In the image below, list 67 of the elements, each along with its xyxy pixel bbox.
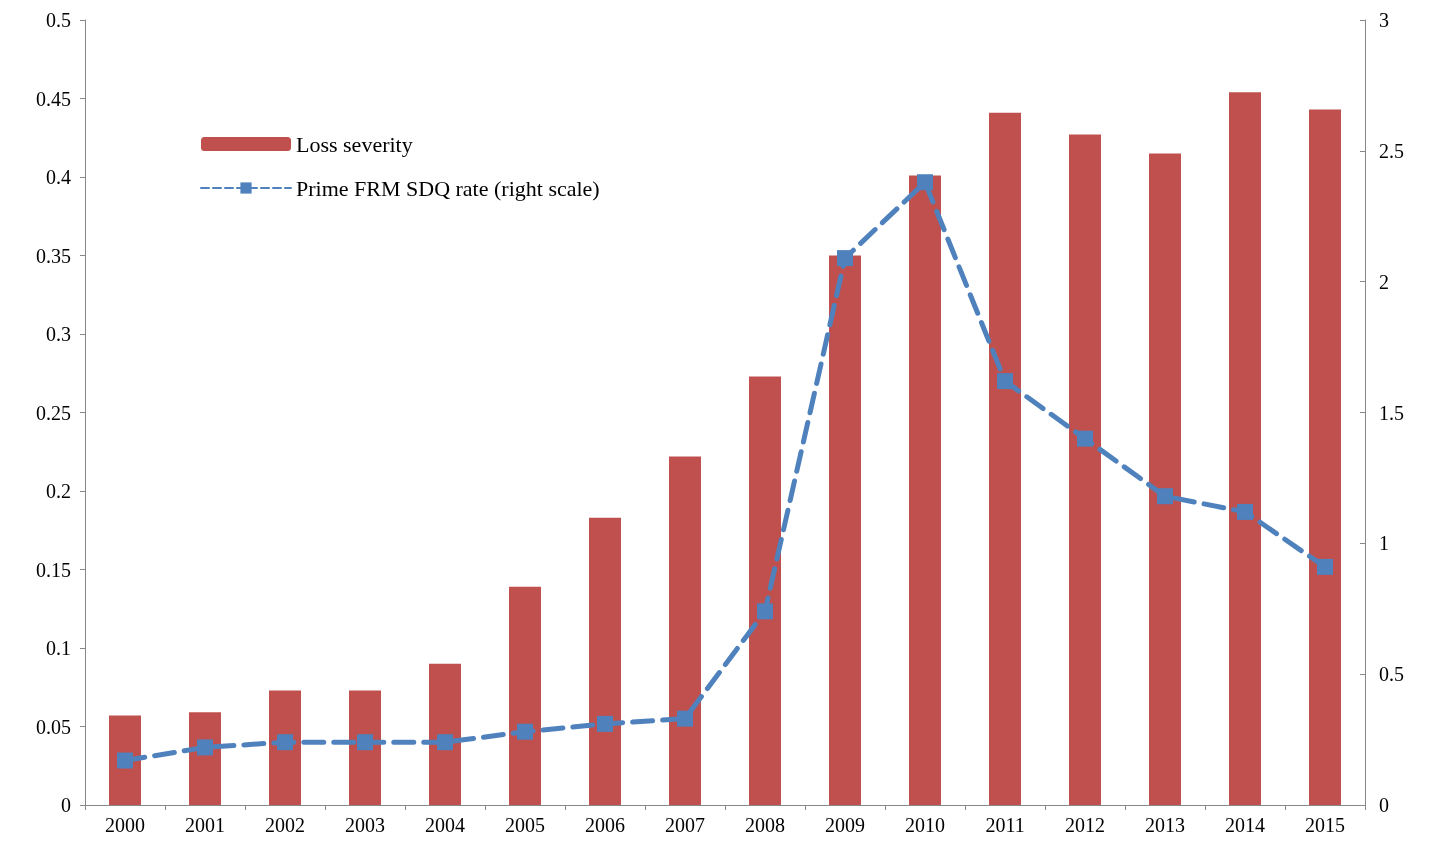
y2-tick-label: 0 <box>1379 794 1389 816</box>
x-tick-label: 2010 <box>905 814 945 836</box>
point <box>1317 558 1333 575</box>
x-tick-label: 2015 <box>1305 814 1345 836</box>
y-tick-label: 0.35 <box>36 244 71 267</box>
x-tick-label: 2007 <box>665 814 705 836</box>
y-tick-label: 0.3 <box>46 323 71 345</box>
y2-tick-label: 1.5 <box>1379 401 1404 424</box>
y-tick-label: 0 <box>61 794 71 816</box>
y2-tick-label: 3 <box>1379 9 1389 31</box>
point <box>117 752 133 769</box>
x-tick-label: 2001 <box>185 814 225 836</box>
point <box>837 250 853 267</box>
bar <box>349 690 381 805</box>
bar <box>109 715 141 805</box>
point <box>437 734 453 751</box>
bar <box>669 456 701 805</box>
y2-tick-label: 0.5 <box>1379 663 1404 686</box>
point <box>1077 430 1093 447</box>
y-tick-label: 0.4 <box>46 166 71 188</box>
point <box>277 734 293 751</box>
x-tick-label: 2012 <box>1065 814 1105 836</box>
point <box>597 715 613 732</box>
bar <box>1309 109 1341 805</box>
point <box>197 739 213 756</box>
bar <box>1149 153 1181 805</box>
bar <box>909 175 941 805</box>
x-tick-label: 2006 <box>585 814 625 836</box>
point <box>757 603 773 620</box>
x-tick-label: 2004 <box>425 814 465 836</box>
bar <box>509 586 541 805</box>
y-tick-label: 0.25 <box>36 401 71 424</box>
legend-label: Prime FRM SDQ rate (right scale) <box>296 175 600 201</box>
x-tick-label: 2000 <box>105 814 145 836</box>
legend-label: Loss severity <box>296 131 413 157</box>
x-tick-label: 2008 <box>745 814 785 836</box>
y-tick-label: 0.2 <box>46 480 71 502</box>
point <box>997 373 1013 390</box>
bar <box>1069 134 1101 805</box>
bar <box>429 663 461 805</box>
point <box>677 710 693 727</box>
point <box>357 734 373 751</box>
y2-tick-label: 1 <box>1379 532 1389 555</box>
point <box>917 174 933 191</box>
bar <box>269 690 301 805</box>
y2-tick-label: 2.5 <box>1379 139 1404 162</box>
point <box>1157 488 1173 505</box>
x-tick-label: 2005 <box>505 814 545 836</box>
x-tick-label: 2002 <box>265 814 305 836</box>
y-tick-label: 0.1 <box>46 637 71 659</box>
point <box>517 723 533 740</box>
y-tick-label: 0.5 <box>46 9 71 31</box>
bar <box>989 112 1021 805</box>
point <box>1237 503 1253 520</box>
x-tick-label: 2014 <box>1225 814 1265 836</box>
bar <box>589 517 621 805</box>
y2-tick-label: 2 <box>1379 270 1389 293</box>
bar <box>829 255 861 805</box>
x-tick-label: 2011 <box>985 814 1025 836</box>
x-tick-label: 2003 <box>345 814 385 836</box>
bar <box>749 376 781 805</box>
y-tick-label: 0.15 <box>36 558 71 581</box>
x-tick-label: 2013 <box>1145 814 1185 836</box>
x-tick-label: 2009 <box>825 814 865 836</box>
bar <box>1229 92 1261 805</box>
y-tick-label: 0.45 <box>36 87 71 110</box>
y-tick-label: 0.05 <box>36 715 71 738</box>
